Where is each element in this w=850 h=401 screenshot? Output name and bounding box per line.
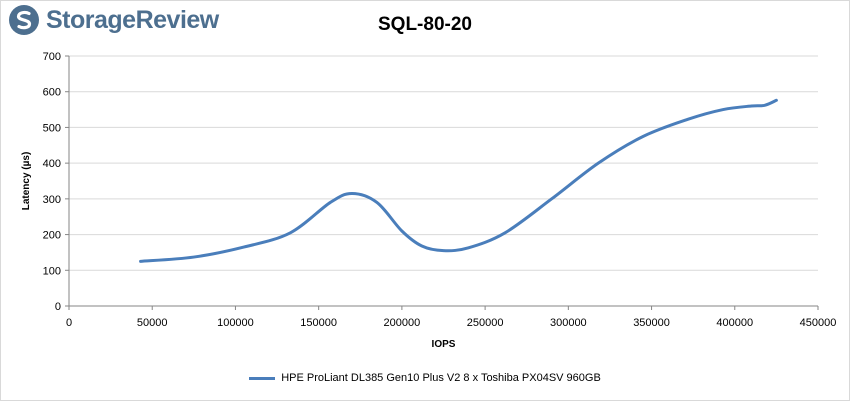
x-tick-label: 250000 (467, 317, 504, 329)
y-tick-label: 600 (43, 87, 61, 99)
y-tick-label: 200 (43, 230, 61, 242)
data-point (351, 192, 353, 194)
storagereview-logo: StorageReview (8, 4, 219, 36)
axes (65, 55, 819, 310)
x-tick-label: 150000 (300, 317, 337, 329)
data-point (597, 162, 599, 164)
x-tick-label: 200000 (384, 317, 421, 329)
x-tick-label: 350000 (633, 317, 670, 329)
data-point (775, 99, 777, 101)
data-point (504, 232, 506, 234)
y-axis-title: Latency (µs) (21, 152, 32, 211)
gridlines (69, 55, 818, 271)
data-point (442, 249, 444, 251)
data-point (401, 230, 403, 232)
data-point (750, 105, 752, 107)
legend: HPE ProLiant DL385 Gen10 Plus V2 8 x Tos… (0, 372, 850, 384)
data-point (421, 245, 423, 247)
data-point (139, 260, 141, 262)
y-tick-label: 0 (55, 301, 61, 313)
data-point (376, 201, 378, 203)
data-point (193, 256, 195, 258)
x-tick-label: 450000 (800, 317, 837, 329)
y-tick-label: 100 (43, 265, 61, 277)
x-tick-label: 50000 (137, 317, 168, 329)
x-tick-label: 0 (66, 317, 72, 329)
x-tick-label: 100000 (217, 317, 254, 329)
chart-title: SQL-80-20 (378, 14, 472, 35)
logo-text: StorageReview (46, 5, 219, 34)
x-tick-label: 400000 (716, 317, 753, 329)
x-tick-label: 300000 (550, 317, 587, 329)
tick-labels: 0 100 200 300 400 500 600 700 0 50000 100000 150000… (43, 51, 837, 329)
y-tick-label: 500 (43, 122, 61, 134)
legend-label: HPE ProLiant DL385 Gen10 Plus V2 8 x Tos… (281, 372, 601, 384)
data-point (550, 198, 552, 200)
data-point (467, 247, 469, 249)
data-point (687, 118, 689, 120)
data-point (642, 135, 644, 137)
data-point (243, 246, 245, 248)
y-tick-label: 700 (43, 51, 61, 63)
data-point (722, 108, 724, 110)
y-tick-label: 400 (43, 158, 61, 170)
legend-swatch (249, 376, 276, 380)
y-tick-label: 300 (43, 194, 61, 206)
data-point (329, 201, 331, 203)
data-point (289, 232, 291, 234)
series-line-0 (139, 98, 778, 263)
series-layer (139, 98, 778, 263)
x-axis-title: IOPS (432, 339, 456, 350)
logo-icon (9, 5, 39, 35)
data-point (764, 104, 766, 106)
